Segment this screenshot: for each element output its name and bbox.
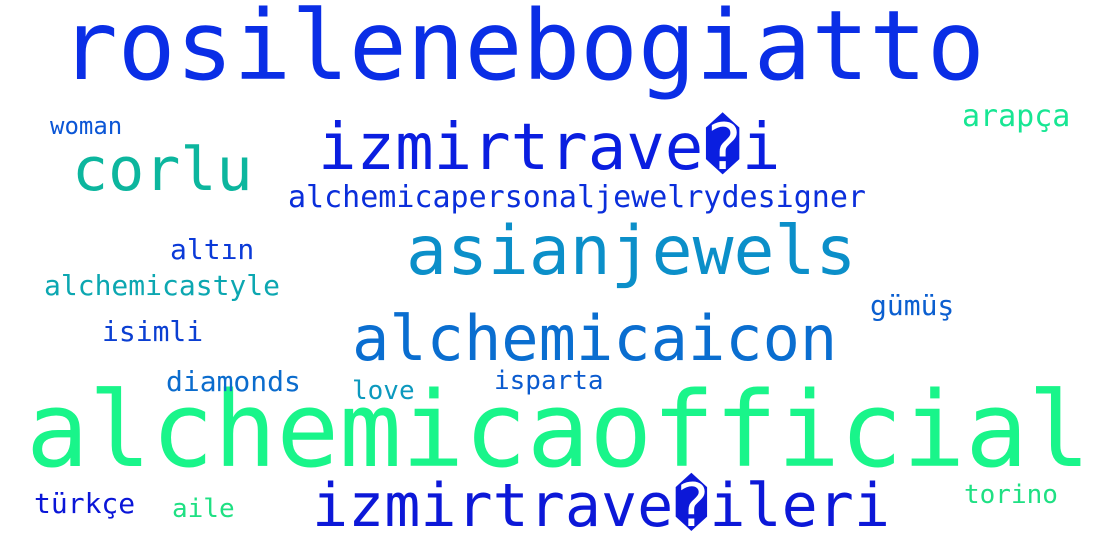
word-isparta: isparta	[494, 366, 604, 396]
word-torino: torino	[964, 480, 1058, 510]
word-rosilenebogiatto: rosilenebogiatto	[60, 0, 985, 102]
word-turkce: türkçe	[34, 487, 136, 520]
word-aile: aile	[172, 494, 235, 524]
word-gumus: gümüş	[870, 289, 955, 322]
word-alchemicaicon: alchemicaicon	[352, 302, 838, 375]
word-corlu: corlu	[72, 135, 253, 205]
word-diamonds: diamonds	[166, 365, 301, 398]
word-altin: altın	[170, 233, 255, 266]
word-alchemicaofficial: alchemicaofficial	[26, 369, 1091, 491]
word-love: love	[352, 376, 415, 406]
word-asianjewels: asianjewels	[406, 212, 857, 291]
word-izmirtraveileri: izmirtrave�ileri	[312, 471, 890, 541]
word-alchemicastyle: alchemicastyle	[44, 269, 281, 302]
word-alchemicapersonaljewelrydesigner: alchemicapersonaljewelrydesigner	[288, 180, 866, 215]
word-woman: woman	[50, 112, 123, 140]
word-izmirtravei: izmirtrave�i	[318, 111, 781, 185]
word-arapca: arapça	[962, 99, 1071, 134]
word-isimli: isimli	[102, 315, 204, 348]
